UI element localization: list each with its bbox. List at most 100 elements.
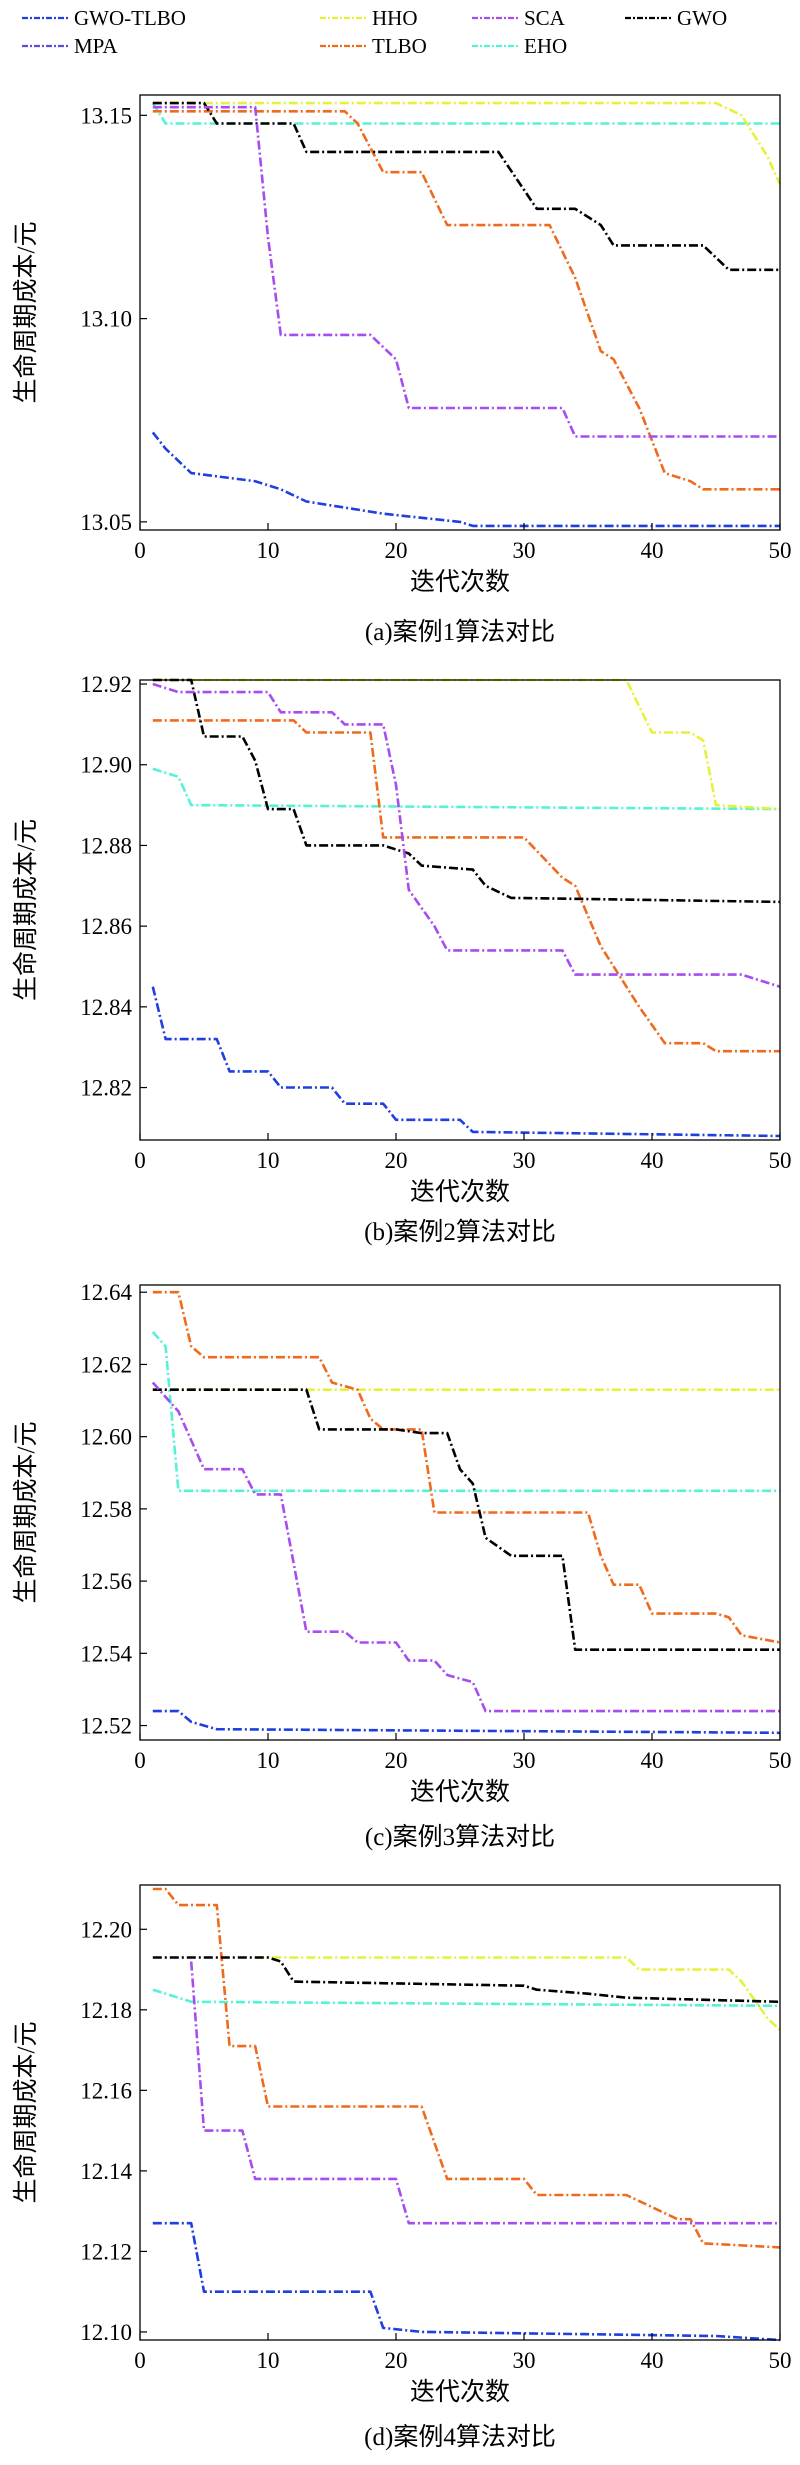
x-tick-label: 0: [134, 1148, 146, 1173]
y-tick-label: 13.05: [80, 510, 132, 535]
y-tick-label: 12.14: [80, 2159, 132, 2184]
x-tick-label: 30: [513, 2348, 536, 2373]
y-tick-label: 13.15: [80, 103, 132, 128]
legend-label: TLBO: [372, 34, 427, 58]
x-tick-label: 30: [513, 1148, 536, 1173]
legend-entry-tlbo: TLBO: [320, 34, 427, 58]
y-tick-label: 12.12: [80, 2239, 132, 2264]
series-group: [151, 101, 782, 528]
y-tick-label: 12.52: [80, 1714, 132, 1739]
series-line-tlbo: [152, 1290, 781, 1644]
y-tick-label: 12.88: [80, 833, 132, 858]
x-tick-label: 0: [134, 2348, 146, 2373]
series-line-gwo: [152, 678, 781, 904]
legend-entry-eho: EHO: [472, 34, 567, 58]
x-tick-label: 40: [641, 2348, 664, 2373]
x-tick-label: 10: [257, 2348, 280, 2373]
chart-panel-3: 0 10 20 30 40 50 12.52 12.54 12.56 12.58 12.60 12.6…: [12, 1280, 792, 1851]
x-tick-label: 40: [641, 1748, 664, 1773]
legend-entry-hho: HHO: [320, 6, 418, 30]
x-tick-label: 30: [513, 538, 536, 563]
series-line-sca: [152, 105, 780, 438]
y-axis-label: 生命周期成本/元: [12, 222, 40, 404]
series-line-sca: [152, 682, 781, 988]
legend-label: GWO-TLBO: [74, 6, 186, 30]
y-tick-label: 13.10: [80, 307, 132, 332]
x-tick-label: 20: [385, 538, 408, 563]
x-tick-label: 50: [769, 2348, 792, 2373]
legend-entry-mpa: MPA: [22, 34, 118, 58]
legend: GWO-TLBO HHO SCA GWO MPA TLBO EHO: [22, 6, 727, 58]
series-line-hho: [255, 1956, 781, 2031]
series-line-hho: [152, 101, 782, 185]
series-line-gwo-tlbo: [152, 2221, 781, 2342]
plot-frame: [139, 1884, 781, 2341]
series-line-tlbo: [152, 719, 780, 1053]
x-tick-label: 40: [641, 538, 664, 563]
y-tick-label: 12.62: [80, 1352, 132, 1377]
y-tick-label: 12.10: [80, 2320, 132, 2345]
series-line-gwo: [152, 1388, 780, 1651]
y-tick-label: 12.86: [80, 914, 132, 939]
y-tick-label: 12.58: [80, 1497, 132, 1522]
y-tick-label: 12.90: [80, 753, 132, 778]
series-line-eho: [151, 102, 780, 125]
x-axis-label: 迭代次数: [410, 2378, 510, 2406]
series-line-sca: [151, 1381, 780, 1713]
legend-label: SCA: [524, 6, 566, 30]
series-line-tlbo: [152, 110, 780, 491]
x-tick-label: 30: [513, 1748, 536, 1773]
x-tick-label: 20: [385, 1148, 408, 1173]
y-tick-label: 12.18: [80, 1998, 132, 2023]
legend-entry-gwo: GWO: [625, 6, 727, 30]
y-tick-label: 12.56: [80, 1569, 132, 1594]
series-line-sca: [189, 1961, 780, 2225]
y-axis-label: 生命周期成本/元: [12, 819, 40, 1001]
y-tick-label: 12.64: [80, 1280, 132, 1305]
series-line-gwo: [152, 101, 780, 272]
chart-panel-2: 0 10 20 30 40 50 12.82 12.84 12.86 12.88 12.90 12.9…: [12, 672, 792, 1246]
series-line-gwo-tlbo: [151, 431, 780, 528]
chart-panel-1: 0 10 20 30 40 50 13.05 13.10 13.15 迭代次数 生命周期成本/元 (a…: [12, 94, 792, 646]
chart-caption: (c)案例3算法对比: [365, 1823, 555, 1851]
legend-label: EHO: [524, 34, 567, 58]
legend-label: HHO: [372, 6, 418, 30]
series-group: [152, 1887, 781, 2342]
x-tick-label: 40: [641, 1148, 664, 1173]
x-tick-label: 0: [134, 538, 146, 563]
series-line-hho: [152, 678, 781, 811]
y-tick-label: 12.82: [80, 1076, 132, 1101]
x-axis-label: 迭代次数: [410, 1178, 510, 1206]
plot-frame: [139, 1284, 781, 1741]
x-tick-label: 10: [257, 538, 280, 563]
y-tick-label: 12.84: [80, 995, 132, 1020]
chart-caption: (d)案例4算法对比: [364, 2423, 556, 2451]
y-tick-label: 12.16: [80, 2078, 132, 2103]
x-tick-label: 0: [134, 1748, 146, 1773]
series-line-gwo: [152, 1956, 781, 2004]
y-tick-label: 12.60: [80, 1425, 132, 1450]
y-tick-label: 12.92: [80, 672, 132, 697]
x-tick-label: 50: [769, 538, 792, 563]
series-line-gwo-tlbo: [152, 1709, 781, 1735]
series-line-eho: [152, 1988, 781, 2008]
plot-frame: [139, 94, 781, 531]
y-tick-label: 12.54: [80, 1641, 132, 1666]
x-tick-label: 20: [385, 2348, 408, 2373]
y-tick-label: 12.20: [80, 1917, 132, 1942]
chart-panel-4: 0 10 20 30 40 50 12.10 12.12 12.14 12.16 12.18 12.2…: [12, 1884, 792, 2451]
x-tick-label: 10: [257, 1148, 280, 1173]
y-axis-label: 生命周期成本/元: [12, 1422, 40, 1604]
chart-caption: (a)案例1算法对比: [365, 618, 555, 646]
x-axis-label: 迭代次数: [410, 568, 510, 596]
series-line-eho: [152, 767, 781, 811]
legend-entry-sca: SCA: [472, 6, 566, 30]
x-tick-label: 10: [257, 1748, 280, 1773]
series-line-tlbo: [152, 1887, 781, 2249]
series-line-eho: [151, 1331, 780, 1493]
x-tick-label: 20: [385, 1748, 408, 1773]
chart-caption: (b)案例2算法对比: [364, 1218, 556, 1246]
x-tick-label: 50: [769, 1148, 792, 1173]
chart-panels: 0 10 20 30 40 5013.0513.1013.15迭代次数生命周期成本/元(a…: [12, 94, 792, 2451]
